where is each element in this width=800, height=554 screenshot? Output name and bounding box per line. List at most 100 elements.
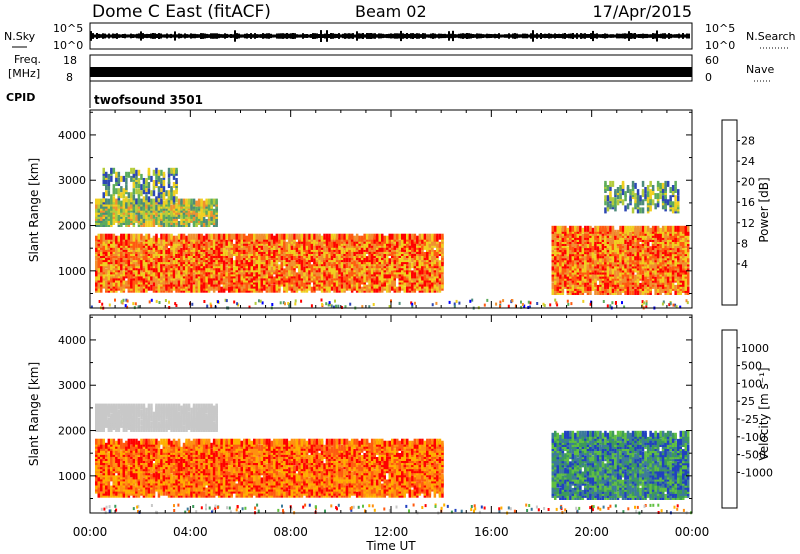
- power-cell: [195, 216, 198, 223]
- power-cell: [285, 282, 289, 289]
- power-cell: [150, 252, 153, 258]
- power-cell: [370, 268, 374, 275]
- nsky-sample: [102, 33, 104, 39]
- power-cell: [228, 252, 231, 258]
- power-cell: [328, 239, 331, 246]
- power-cell: [581, 274, 585, 281]
- power-cell: [343, 262, 346, 269]
- power-cell: [177, 221, 181, 227]
- power-cell: [571, 284, 575, 291]
- power-cell: [330, 278, 334, 285]
- nave-label: Nave: [746, 63, 774, 76]
- power-cell: [95, 241, 98, 248]
- power-cell: [147, 274, 151, 281]
- power-cell: [132, 198, 136, 205]
- power-cell: [263, 245, 266, 252]
- power-cell: [167, 190, 171, 197]
- nsky-sample: [476, 33, 478, 39]
- power-cell: [125, 280, 128, 287]
- power-cell: [177, 252, 181, 258]
- nsky-sample: [432, 33, 434, 39]
- power-cell: [167, 194, 171, 201]
- nsky-sample: [636, 34, 638, 38]
- nsky-sample: [122, 34, 124, 38]
- nsky-sample: [194, 33, 196, 39]
- power-cell: [115, 171, 118, 178]
- power-cell: [275, 233, 279, 240]
- power-cell: [140, 248, 143, 254]
- power-cell: [579, 246, 582, 253]
- nsky-sample: [398, 33, 400, 39]
- power-cell: [601, 256, 605, 263]
- nsearch-label: N.Search: [746, 30, 796, 43]
- power-cell: [285, 264, 289, 271]
- nsky-sample: [240, 34, 242, 38]
- power-cell: [323, 278, 326, 285]
- power-cell: [393, 233, 396, 240]
- freq-panel: Freq. [MHz] 18 8 60 0 Nave: [8, 53, 774, 84]
- power-cell: [438, 241, 442, 248]
- power-cell: [162, 239, 166, 246]
- power-cell: [594, 268, 597, 275]
- power-cell: [152, 212, 156, 219]
- power-cell: [132, 254, 136, 261]
- power-cell: [210, 239, 213, 246]
- power-cell: [190, 270, 193, 277]
- power-cell: [383, 235, 386, 242]
- power-cell: [631, 225, 635, 232]
- power-cell: [293, 233, 296, 240]
- power-cell: [157, 186, 161, 193]
- nsky-sample: [234, 30, 236, 42]
- power-cell: [639, 264, 642, 271]
- power-cell: [165, 241, 168, 248]
- power-cell: [112, 184, 116, 191]
- power-cell: [270, 260, 274, 267]
- power-cell: [594, 244, 597, 251]
- power-cell: [107, 274, 111, 281]
- nsky-sample: [188, 34, 190, 38]
- power-cell: [107, 237, 111, 244]
- power-cell: [112, 245, 116, 252]
- power-cell: [343, 233, 346, 240]
- power-cell: [411, 282, 414, 289]
- power-cell: [127, 252, 131, 258]
- power-cell: [107, 180, 111, 186]
- power-cell: [278, 237, 281, 244]
- nsky-sample: [554, 33, 556, 39]
- power-cell: [162, 243, 166, 250]
- power-cell: [190, 198, 193, 205]
- power-cell: [358, 248, 361, 254]
- nsky-sample: [318, 34, 320, 38]
- power-cell: [110, 256, 113, 263]
- power-cell: [107, 190, 111, 197]
- nsky-sample: [156, 33, 158, 38]
- power-cell: [396, 256, 399, 263]
- power-cell: [368, 254, 371, 261]
- power-cell: [338, 258, 341, 265]
- power-cell: [132, 282, 136, 289]
- nsky-sample: [526, 33, 528, 39]
- power-cell: [569, 229, 572, 236]
- power-cell: [298, 258, 301, 265]
- power-cell: [283, 260, 286, 267]
- power-cell: [230, 233, 233, 240]
- nsky-sample: [368, 33, 370, 39]
- power-cell: [641, 268, 645, 275]
- power-cell: [172, 167, 176, 174]
- power-cell: [112, 196, 116, 203]
- power-cell: [355, 233, 359, 240]
- station-title: Dome C East (fitACF): [92, 2, 271, 22]
- power-cell: [233, 266, 236, 273]
- power-cell: [556, 254, 559, 261]
- power-cell: [147, 173, 151, 180]
- power-cell: [566, 254, 570, 261]
- power-cell: [569, 280, 572, 287]
- power-cell: [253, 252, 256, 258]
- power-cell: [228, 272, 231, 279]
- nsky-sample: [674, 34, 676, 38]
- power-cell: [105, 171, 108, 178]
- power-cell: [308, 268, 311, 275]
- power-cell: [423, 252, 427, 258]
- power-cell: [225, 233, 228, 240]
- nsearch-tick-bottom: 10^0: [705, 39, 735, 52]
